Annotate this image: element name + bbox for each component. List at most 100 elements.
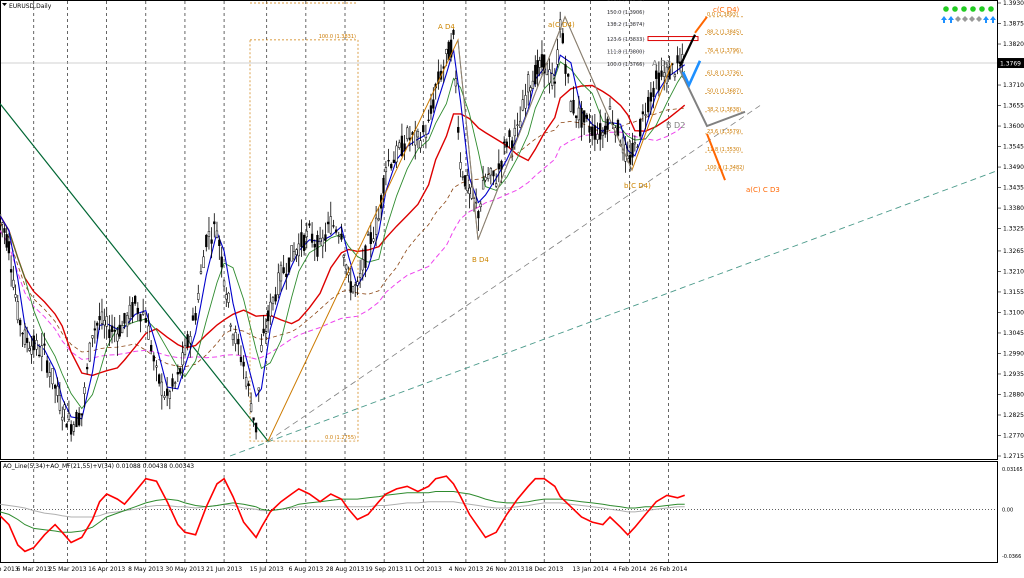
candle-body — [120, 325, 124, 334]
candle-body — [45, 360, 49, 373]
x-tick-label: 26 Feb 2014 — [650, 566, 688, 573]
candle-body — [487, 174, 490, 180]
candle-body — [310, 233, 314, 243]
diamond-gray-icon — [969, 16, 975, 22]
candle-body — [511, 140, 514, 149]
candle-body — [260, 344, 263, 352]
forecast-down-gray — [679, 69, 746, 128]
diamond-gray-icon — [976, 16, 982, 22]
candle-body — [318, 237, 322, 242]
candle-body — [207, 231, 211, 237]
candle-body — [16, 301, 19, 321]
candle-body — [466, 175, 469, 192]
y-tick-label: 1.3210 — [1003, 268, 1024, 275]
y-tick-label: 1.2990 — [1003, 350, 1024, 357]
x-tick-label: 26 Nov 2013 — [486, 566, 525, 573]
candle-body — [540, 54, 544, 68]
candle-body — [599, 123, 602, 140]
candle-body — [242, 361, 245, 367]
price-pane-frame — [0, 0, 998, 460]
candle-body — [176, 372, 179, 375]
candle-body — [564, 64, 567, 74]
y-tick-label: 1.2935 — [1003, 371, 1024, 378]
candle-body — [470, 186, 473, 199]
candle-body — [606, 118, 609, 130]
candle-body — [366, 234, 370, 236]
candle-body — [521, 99, 524, 111]
x-tick-label: 21 Jun 2013 — [206, 566, 242, 573]
candle-body — [3, 228, 6, 233]
y-tick-label: 1.3045 — [1003, 330, 1024, 337]
candle-body — [142, 311, 145, 315]
candle-body — [392, 159, 396, 164]
x-tick-label: 18 Dec 2013 — [525, 566, 564, 573]
green-dot-icon — [979, 6, 985, 12]
candle-body — [424, 134, 428, 139]
candle-body — [608, 106, 612, 110]
candle-body — [218, 239, 221, 247]
candle-body — [100, 311, 104, 324]
ma-magenta-line — [0, 123, 686, 360]
candle-body — [67, 412, 71, 421]
oscillator-tick-label: 0.00 — [1002, 507, 1013, 513]
candle-body — [531, 80, 535, 89]
candle-body — [19, 319, 22, 326]
green-dot-icon — [943, 6, 949, 12]
candle-body — [641, 111, 645, 115]
y-tick-label: 1.3325 — [1003, 226, 1024, 233]
candle-body — [131, 302, 134, 318]
candle-body — [58, 395, 62, 411]
candle-body — [174, 382, 177, 384]
wave-label: a(C) C D3 — [746, 186, 780, 194]
candle-body — [621, 137, 625, 154]
candle-body — [63, 404, 66, 410]
candle-body — [416, 131, 420, 138]
candle-body — [179, 368, 182, 374]
candle-body — [321, 237, 324, 247]
y-tick-label: 1.2825 — [1003, 412, 1024, 419]
y-tick-label: 1.3100 — [1003, 309, 1024, 316]
candle-body — [449, 39, 453, 58]
candle-body — [567, 73, 570, 77]
candle-body — [35, 340, 38, 350]
candle-body — [351, 286, 355, 293]
candle-body — [155, 365, 158, 368]
candle-body — [356, 281, 359, 286]
candle-body — [166, 388, 169, 396]
candle-body — [505, 141, 508, 148]
candle-body — [147, 325, 150, 340]
candle-body — [7, 241, 11, 254]
trend-line-support — [267, 105, 761, 442]
candle-body — [85, 367, 89, 370]
candle-body — [28, 348, 31, 351]
candle-body — [88, 342, 91, 362]
ma-red-line — [0, 84, 686, 377]
candle-body — [551, 73, 554, 86]
candle-body — [282, 267, 285, 274]
fib-box-left — [249, 39, 359, 442]
x-tick-label: 6 Mar 2013 — [17, 566, 51, 573]
candle-body — [247, 383, 250, 386]
candle-body — [495, 183, 498, 187]
candle-body — [583, 110, 586, 123]
candle-body — [134, 295, 137, 304]
candle-body — [342, 255, 345, 258]
ma-blue-line — [0, 49, 686, 420]
candle-body — [387, 159, 390, 162]
candle-body — [463, 175, 467, 187]
candle-body — [77, 412, 81, 426]
candle-body — [128, 304, 131, 319]
candle-body — [354, 284, 357, 286]
candle-body — [69, 424, 73, 435]
candle-body — [150, 344, 153, 352]
candle-body — [647, 96, 650, 113]
x-tick-label: 15 Jul 2013 — [250, 566, 284, 573]
candle-body — [588, 126, 591, 133]
fib-right-label: 11.8 (1.3530) — [707, 147, 741, 153]
candle-body — [51, 368, 54, 385]
symbol-dropdown-icon[interactable] — [2, 3, 7, 6]
candle-body — [663, 72, 666, 77]
candle-body — [561, 33, 564, 44]
candle-body — [269, 301, 272, 317]
